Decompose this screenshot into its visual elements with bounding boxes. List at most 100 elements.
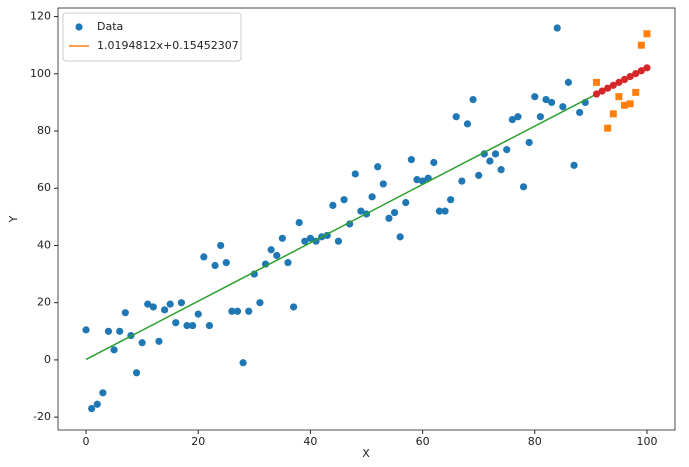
point xyxy=(160,306,169,314)
point xyxy=(88,404,96,413)
point xyxy=(205,321,214,330)
point xyxy=(301,237,309,245)
point xyxy=(548,98,556,107)
x-tick-label: 40 xyxy=(303,435,317,448)
x-tick-label: 20 xyxy=(191,435,205,448)
point xyxy=(284,259,292,267)
legend-label: Data xyxy=(97,20,123,33)
x-tick-label: 80 xyxy=(528,435,542,448)
point xyxy=(576,108,584,117)
point xyxy=(194,310,202,318)
point xyxy=(273,251,281,260)
point xyxy=(536,113,544,121)
point xyxy=(463,120,472,128)
point xyxy=(570,161,578,169)
x-tick-label: 100 xyxy=(636,435,657,448)
point xyxy=(620,75,629,84)
point xyxy=(132,369,141,377)
point xyxy=(632,88,640,96)
point xyxy=(357,207,365,215)
point xyxy=(233,307,242,315)
point xyxy=(609,81,617,89)
point xyxy=(189,321,197,330)
point xyxy=(441,207,449,215)
plot-frame xyxy=(57,7,676,431)
point xyxy=(334,237,343,245)
point xyxy=(621,101,629,109)
point xyxy=(447,196,455,204)
point xyxy=(93,400,101,408)
point xyxy=(452,113,460,121)
point xyxy=(475,171,483,179)
point xyxy=(402,198,410,207)
point xyxy=(396,233,404,241)
point xyxy=(626,72,634,81)
point xyxy=(542,95,550,104)
point xyxy=(525,138,533,147)
point xyxy=(351,170,359,178)
point xyxy=(121,309,129,317)
point xyxy=(508,115,516,124)
point xyxy=(435,207,444,215)
point xyxy=(172,319,180,327)
point xyxy=(306,234,315,242)
point xyxy=(469,95,477,104)
legend-label: 1.0194812x+0.15452307 xyxy=(97,39,239,52)
fit-line xyxy=(85,67,648,361)
point xyxy=(329,201,337,210)
legend-box xyxy=(62,12,242,62)
y-tick-label: -20 xyxy=(33,410,51,423)
point xyxy=(278,234,286,242)
point xyxy=(267,246,275,254)
x-tick-label: 0 xyxy=(83,435,90,448)
point xyxy=(592,90,601,98)
point xyxy=(514,113,522,121)
point xyxy=(458,177,466,185)
point xyxy=(177,299,185,307)
point xyxy=(592,78,600,86)
point xyxy=(626,100,634,108)
point xyxy=(604,124,612,132)
y-tick-label: 0 xyxy=(44,353,51,366)
point xyxy=(615,78,623,86)
point xyxy=(183,321,191,330)
point xyxy=(116,327,124,335)
point xyxy=(604,84,612,92)
point xyxy=(379,180,387,188)
point xyxy=(407,156,415,164)
point xyxy=(637,41,645,49)
point xyxy=(138,339,146,347)
point xyxy=(609,110,617,118)
point xyxy=(632,70,640,78)
point xyxy=(289,303,298,311)
point xyxy=(155,337,163,345)
point xyxy=(486,157,494,165)
point xyxy=(340,196,348,204)
y-tick-label: 120 xyxy=(30,10,51,23)
point xyxy=(491,150,500,158)
point xyxy=(598,87,606,95)
point xyxy=(104,327,113,335)
x-axis-label: X xyxy=(362,447,370,460)
x-tick-label: 60 xyxy=(416,435,430,448)
point xyxy=(144,300,152,308)
point xyxy=(553,24,561,32)
y-tick-label: 40 xyxy=(37,238,51,251)
point xyxy=(531,93,539,101)
point xyxy=(503,146,511,154)
point xyxy=(217,241,225,250)
legend-swatch xyxy=(75,23,83,31)
point xyxy=(368,193,376,201)
point xyxy=(200,253,208,261)
y-tick-label: 20 xyxy=(37,296,51,309)
point xyxy=(239,359,247,367)
point xyxy=(295,218,303,227)
point xyxy=(99,389,107,397)
point xyxy=(228,307,236,315)
point xyxy=(643,30,651,38)
point xyxy=(637,67,645,75)
point xyxy=(245,307,253,315)
point xyxy=(256,299,264,307)
point xyxy=(385,214,393,222)
point xyxy=(82,326,90,334)
